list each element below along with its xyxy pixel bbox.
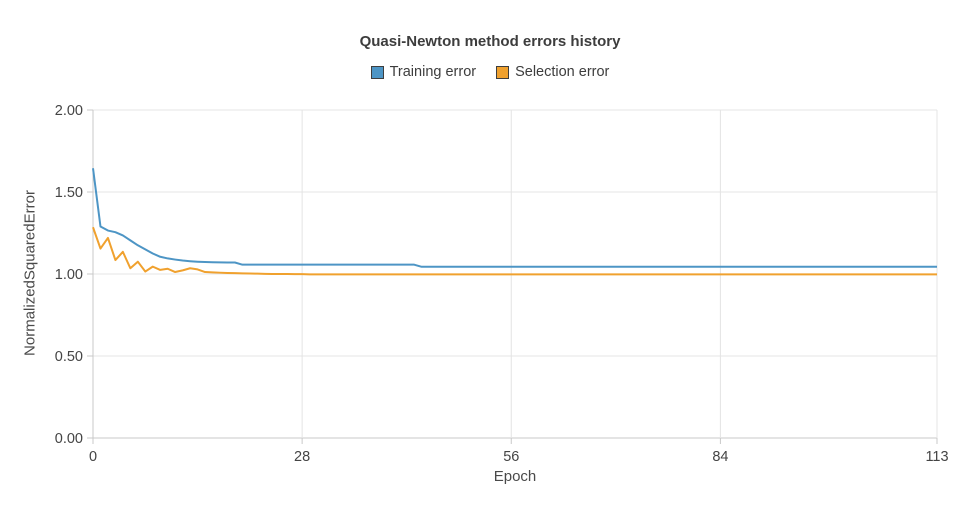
x-tick-label: 0 xyxy=(89,449,97,465)
x-tick-label: 28 xyxy=(294,449,310,465)
x-tick-label: 56 xyxy=(503,449,519,465)
y-tick-label: 0.00 xyxy=(55,431,83,447)
legend-label-selection-error: Selection error xyxy=(515,64,610,80)
legend-label-training-error: Training error xyxy=(389,64,477,80)
legend-item-selection-error[interactable]: Selection error xyxy=(496,64,609,80)
selection-error-swatch-icon xyxy=(496,65,510,79)
y-tick-label: 2.00 xyxy=(55,103,83,119)
training-error-swatch-icon xyxy=(370,65,384,79)
legend: Training error Selection error xyxy=(0,64,980,80)
legend-item-training-error[interactable]: Training error xyxy=(370,64,477,80)
y-tick-label: 1.00 xyxy=(55,267,83,283)
x-tick-label: 84 xyxy=(712,449,728,465)
training-error-line xyxy=(92,168,937,268)
y-tick-label: 1.50 xyxy=(55,185,83,201)
y-tick-label: 0.50 xyxy=(55,349,83,365)
selection-error-line xyxy=(92,226,937,276)
chart-title: Quasi-Newton method errors history xyxy=(359,33,621,50)
x-axis-title: Epoch xyxy=(493,468,537,485)
x-tick-label: 113 xyxy=(925,449,948,465)
